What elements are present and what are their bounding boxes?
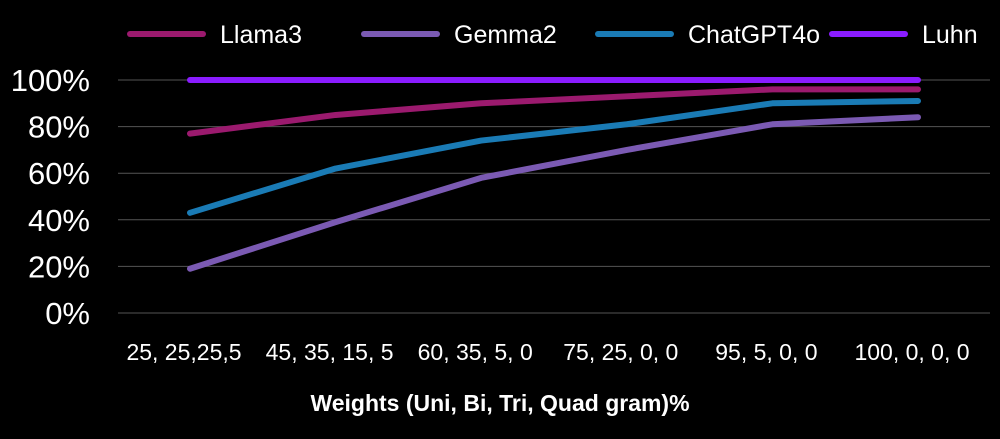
x-tick-label: 45, 35, 15, 5 bbox=[266, 339, 394, 365]
y-tick-label: 40% bbox=[28, 203, 90, 238]
series-line-llama3 bbox=[187, 86, 921, 137]
legend-label: Luhn bbox=[922, 21, 978, 49]
y-tick-label: 0% bbox=[45, 296, 90, 331]
legend-label: Llama3 bbox=[220, 21, 302, 49]
x-tick-label: 60, 35, 5, 0 bbox=[418, 339, 533, 365]
x-tick-label: 25, 25,25,5 bbox=[126, 339, 241, 365]
legend: Llama3 Gemma2 ChatGPT4o Luhn bbox=[127, 21, 978, 49]
x-axis-ticks: 25, 25,25,5 45, 35, 15, 5 60, 35, 5, 0 75, … bbox=[126, 339, 969, 365]
x-tick-label: 95, 5, 0, 0 bbox=[715, 339, 817, 365]
legend-label: Gemma2 bbox=[454, 21, 557, 49]
series-lines bbox=[187, 77, 921, 272]
x-tick-label: 75, 25, 0, 0 bbox=[563, 339, 678, 365]
series-line-gemma2 bbox=[187, 114, 921, 272]
y-axis-ticks: 0% 20% 40% 60% 80% 100% bbox=[11, 63, 90, 331]
y-tick-label: 100% bbox=[11, 63, 90, 98]
y-tick-label: 60% bbox=[28, 156, 90, 191]
y-tick-label: 20% bbox=[28, 249, 90, 284]
y-tick-label: 80% bbox=[28, 110, 90, 145]
series-line-chatgpt4o bbox=[187, 97, 921, 216]
x-axis-label: Weights (Uni, Bi, Tri, Quad gram)% bbox=[310, 390, 689, 416]
legend-label: ChatGPT4o bbox=[688, 21, 820, 49]
x-tick-label: 100, 0, 0, 0 bbox=[854, 339, 969, 365]
